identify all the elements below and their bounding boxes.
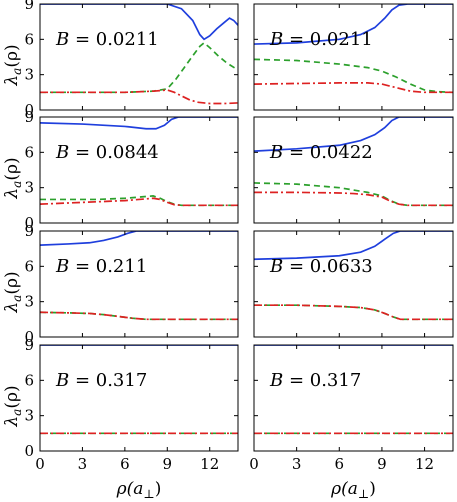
- plot-frame: [39, 116, 239, 224]
- plot-frame: [253, 116, 454, 224]
- series-red-dashdot: [40, 89, 238, 105]
- x-tick-label: 6: [120, 455, 130, 473]
- series-blue-solid: [254, 231, 453, 261]
- panel-row4-left: 0 3 6 9 0 3 6 9 12 B = 0.317 λa(ρ) ρ(a⊥): [2, 336, 239, 501]
- series-blue-solid: [254, 117, 453, 153]
- x-axis-label: ρ(a⊥): [116, 479, 162, 501]
- panel-row3-right: B = 0.0633: [253, 230, 454, 338]
- y-tick-label: 6: [24, 371, 34, 389]
- x-axis-label: ρ(a⊥): [330, 479, 376, 501]
- panel-annotation: B = 0.0211: [269, 29, 373, 50]
- plot-frame: [253, 230, 454, 338]
- plot-frame: [253, 3, 454, 111]
- y-tick-label: 9: [24, 336, 34, 354]
- panel-annotation: B = 0.0844: [55, 142, 159, 163]
- x-tick-label: 3: [78, 455, 88, 473]
- panel-row1-right: B = 0.0211: [253, 3, 454, 111]
- series-red-dashdot: [40, 311, 238, 321]
- y-tick-label: 9: [24, 0, 34, 13]
- panel-annotation: B = 0.317: [55, 370, 147, 391]
- x-tick-label: 3: [292, 455, 302, 473]
- y-axis-label: λa(ρ): [2, 44, 24, 86]
- panel-annotation: B = 0.317: [269, 370, 361, 391]
- series-blue-solid: [40, 4, 238, 41]
- series-green-dashed: [40, 195, 238, 207]
- panel-row2-left: 0 3 6 9 B = 0.0844 λa(ρ): [2, 108, 239, 232]
- x-tick-label: 12: [200, 455, 219, 473]
- plot-frame: [39, 3, 239, 111]
- panel-annotation: B = 0.0422: [269, 142, 373, 163]
- panel-row4-right: 0 3 6 9 12 B = 0.317 ρ(a⊥): [249, 344, 454, 501]
- series-green-dashed: [40, 41, 238, 94]
- panel-annotation: B = 0.0633: [269, 256, 373, 277]
- series-blue-solid: [40, 117, 238, 130]
- x-tick-label: 0: [35, 455, 45, 473]
- series-blue-solid: [40, 231, 238, 246]
- series-red-dashdot: [254, 304, 453, 321]
- series-red-dashdot: [40, 197, 238, 207]
- x-tick-label: 6: [335, 455, 345, 473]
- y-tick-label: 9: [24, 222, 34, 240]
- panel-annotation: B = 0.211: [55, 256, 147, 277]
- y-axis-label: λa(ρ): [2, 157, 24, 199]
- panel-row2-right: B = 0.0422: [253, 116, 454, 224]
- x-tick-label: 12: [415, 455, 434, 473]
- plot-frame: [39, 344, 239, 452]
- y-tick-label: 9: [24, 108, 34, 126]
- y-tick-label: 0: [24, 101, 34, 119]
- y-tick-label: 6: [24, 30, 34, 48]
- y-tick-label: 3: [24, 66, 34, 84]
- y-tick-label: 6: [24, 143, 34, 161]
- y-axis-label: λa(ρ): [2, 271, 24, 313]
- series-red-dashdot: [254, 82, 453, 94]
- x-tick-label: 9: [377, 455, 387, 473]
- panel-row3-left: 0 3 6 9 B = 0.211 λa(ρ): [2, 222, 239, 346]
- plot-frame: [39, 230, 239, 338]
- y-tick-label: 0: [24, 214, 34, 232]
- series-red-dashdot: [254, 191, 453, 207]
- x-tick-label: 0: [249, 455, 259, 473]
- series-green-dashed: [254, 58, 453, 94]
- y-tick-label: 3: [24, 407, 34, 425]
- y-tick-label: 0: [24, 328, 34, 346]
- x-tick-label: 9: [163, 455, 173, 473]
- plot-frame: [253, 344, 454, 452]
- y-tick-label: 3: [24, 179, 34, 197]
- y-axis-label: λa(ρ): [2, 385, 24, 427]
- series-blue-solid: [254, 4, 453, 45]
- y-tick-label: 0: [24, 442, 34, 460]
- panel-annotation: B = 0.0211: [55, 29, 159, 50]
- y-tick-label: 6: [24, 257, 34, 275]
- y-tick-label: 3: [24, 293, 34, 311]
- panel-row1-left: 0 3 6 9 B = 0.0211 λa(ρ): [2, 0, 239, 119]
- series-green-dashed: [254, 304, 453, 321]
